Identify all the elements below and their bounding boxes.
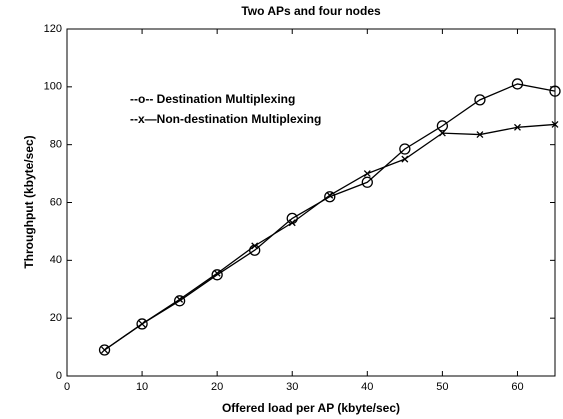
x-tick-label: 40 (361, 381, 373, 393)
marker (438, 129, 446, 137)
x-axis-label: Offered load per AP (kbyte/sec) (222, 401, 400, 415)
marker (476, 131, 484, 139)
x-tick-label: 20 (211, 381, 223, 393)
chart-title: Two APs and four nodes (241, 4, 381, 18)
marker (324, 191, 336, 203)
y-tick-label: 0 (56, 370, 62, 382)
marker (136, 318, 148, 330)
marker (138, 320, 146, 328)
y-tick-label: 40 (50, 254, 62, 266)
marker (551, 120, 559, 128)
marker (399, 143, 411, 155)
marker (211, 269, 223, 281)
marker (514, 123, 521, 131)
marker (176, 295, 184, 303)
x-tick-label: 10 (136, 381, 148, 393)
y-tick-label: 80 (50, 139, 62, 151)
marker (288, 219, 296, 227)
x-tick-label: 30 (286, 381, 298, 393)
marker (251, 242, 259, 250)
marker (474, 94, 486, 106)
x-tick-label: 60 (511, 381, 523, 393)
series-line (104, 123, 556, 351)
y-tick-label: 120 (44, 23, 62, 35)
legend-entry: --o-- Destination Multiplexing (130, 92, 295, 106)
legend-entry: --x—Non-destination Multiplexing (130, 112, 321, 126)
series-line (104, 83, 556, 351)
y-tick-label: 60 (50, 196, 62, 208)
plot-frame (66, 28, 556, 377)
marker (173, 295, 186, 307)
marker (213, 269, 221, 277)
marker (401, 155, 409, 163)
marker (436, 120, 449, 132)
x-tick-label: 0 (64, 381, 70, 393)
marker (326, 191, 334, 199)
marker (361, 176, 373, 188)
marker (101, 346, 108, 354)
marker (363, 170, 371, 178)
y-tick-label: 100 (44, 81, 62, 93)
marker (549, 85, 561, 97)
x-tick-label: 50 (436, 381, 448, 393)
y-axis-label: Throughput (kbyte/sec) (22, 135, 36, 268)
y-tick-label: 20 (50, 312, 62, 324)
marker (98, 344, 111, 356)
marker (511, 78, 524, 90)
